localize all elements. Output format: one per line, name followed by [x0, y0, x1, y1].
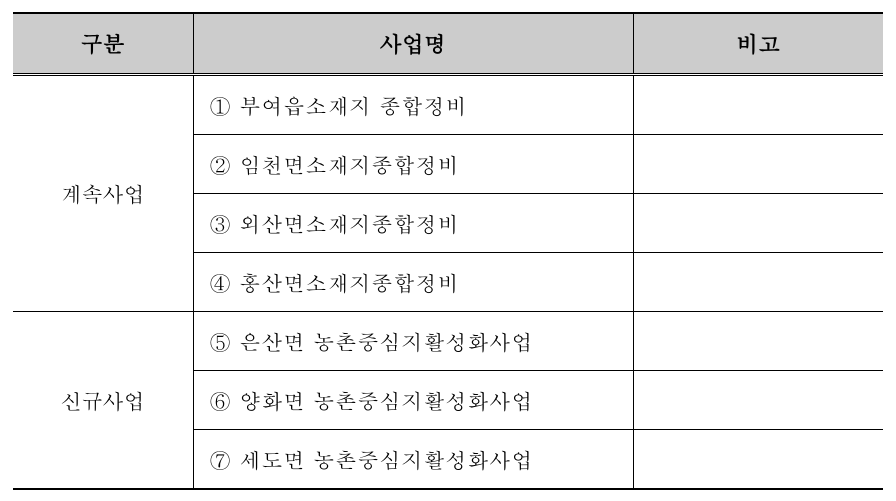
- note-cell: [633, 311, 883, 370]
- project-cell: ⑥ 양화면 농촌중심지활성화사업: [193, 370, 633, 429]
- project-cell: ④ 홍산면소재지종합정비: [193, 252, 633, 311]
- note-cell: [633, 370, 883, 429]
- project-cell: ② 임천면소재지종합정비: [193, 134, 633, 193]
- project-table: 구분 사업명 비고 계속사업 ① 부여읍소재지 종합정비 ② 임천면소재지종합정…: [13, 12, 883, 490]
- note-cell: [633, 193, 883, 252]
- project-table-container: 구분 사업명 비고 계속사업 ① 부여읍소재지 종합정비 ② 임천면소재지종합정…: [13, 12, 883, 490]
- project-cell: ⑤ 은산면 농촌중심지활성화사업: [193, 311, 633, 370]
- table-row: 신규사업 ⑤ 은산면 농촌중심지활성화사업: [13, 311, 883, 370]
- category-cell-continuing: 계속사업: [13, 74, 193, 311]
- header-project: 사업명: [193, 13, 633, 75]
- project-cell: ① 부여읍소재지 종합정비: [193, 74, 633, 134]
- header-category: 구분: [13, 13, 193, 75]
- table-row: 계속사업 ① 부여읍소재지 종합정비: [13, 74, 883, 134]
- header-note: 비고: [633, 13, 883, 75]
- note-cell: [633, 252, 883, 311]
- note-cell: [633, 134, 883, 193]
- category-cell-new: 신규사업: [13, 311, 193, 489]
- table-header-row: 구분 사업명 비고: [13, 13, 883, 75]
- project-cell: ⑦ 세도면 농촌중심지활성화사업: [193, 429, 633, 489]
- note-cell: [633, 74, 883, 134]
- note-cell: [633, 429, 883, 489]
- project-cell: ③ 외산면소재지종합정비: [193, 193, 633, 252]
